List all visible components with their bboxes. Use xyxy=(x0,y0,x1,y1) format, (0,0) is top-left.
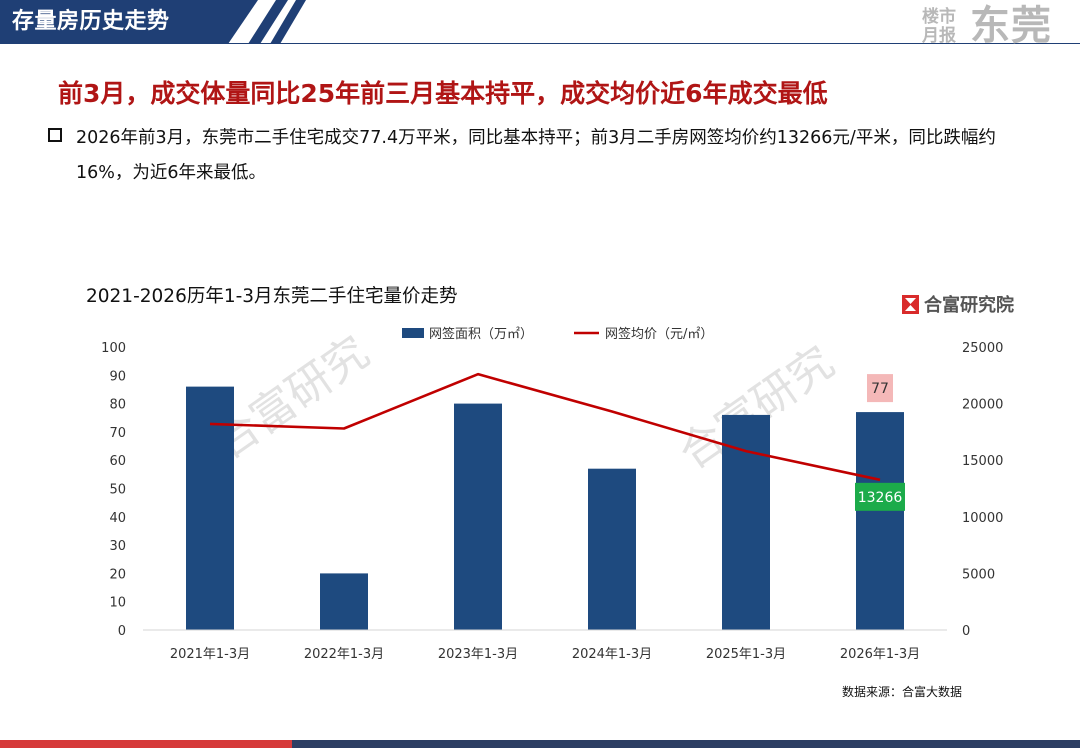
brand-city: 东莞 xyxy=(970,3,1052,49)
legend-line-label: 网签均价（元/㎡） xyxy=(605,326,713,342)
data-label-text: 77 xyxy=(871,381,889,397)
bullet-text: 2026年前3月，东莞市二手住宅成交77.4万平米，同比基本持平；前3月二手房网… xyxy=(76,128,996,183)
legend-bar-swatch xyxy=(402,328,424,338)
left-tick-label: 70 xyxy=(109,426,126,441)
data-label: 77 xyxy=(867,374,893,403)
bar xyxy=(186,386,234,630)
left-tick-label: 80 xyxy=(109,398,126,413)
bars xyxy=(186,386,904,630)
hefu-logo-icon xyxy=(902,295,919,314)
left-tick-label: 50 xyxy=(109,483,126,498)
left-tick-label: 0 xyxy=(118,624,126,639)
left-tick-label: 30 xyxy=(109,539,126,554)
right-tick-label: 0 xyxy=(962,624,970,639)
left-axis: 0 10 20 30 40 50 60 70 80 90 100 xyxy=(101,341,126,639)
footer-bar xyxy=(0,740,1080,748)
watermark-text: 合富研究 xyxy=(670,337,843,480)
bar xyxy=(722,414,770,630)
bar xyxy=(320,573,368,630)
category-label: 2023年1-3月 xyxy=(438,647,518,662)
header-banner xyxy=(0,0,1080,44)
chart-title: 2021-2026历年1-3月东莞二手住宅量价走势 xyxy=(86,286,458,307)
bar xyxy=(454,403,502,630)
category-label: 2024年1-3月 xyxy=(572,647,652,662)
right-tick-label: 15000 xyxy=(962,454,1003,469)
data-label-bg xyxy=(855,482,905,511)
right-tick-label: 20000 xyxy=(962,398,1003,413)
data-labels: 77 13266 xyxy=(855,374,905,511)
data-label-bg xyxy=(867,374,893,403)
category-label: 2025年1-3月 xyxy=(706,647,786,662)
right-tick-label: 10000 xyxy=(962,511,1003,526)
category-label: 2021年1-3月 xyxy=(170,647,250,662)
brand-label: 楼市 月报 xyxy=(922,8,966,46)
left-tick-label: 90 xyxy=(109,369,126,384)
section-title: 存量房历史走势 xyxy=(12,9,170,34)
data-label: 13266 xyxy=(855,482,905,511)
price-line-path xyxy=(209,372,881,482)
right-tick-label: 5000 xyxy=(962,567,995,582)
left-tick-label: 20 xyxy=(109,567,126,582)
left-tick-label: 60 xyxy=(109,454,126,469)
right-tick-label: 25000 xyxy=(962,341,1003,356)
data-label-text: 13266 xyxy=(858,490,903,506)
category-labels: 2021年1-3月 2022年1-3月 2023年1-3月 2024年1-3月 2025… xyxy=(170,647,920,662)
price-line xyxy=(209,372,881,482)
bullet-square-icon xyxy=(48,128,62,142)
legend: 网签面积（万㎡） 网签均价（元/㎡） xyxy=(402,326,713,342)
left-tick-label: 100 xyxy=(101,341,126,356)
watermark-text: 合富研究 xyxy=(205,327,378,470)
left-tick-label: 10 xyxy=(109,596,126,611)
hefu-logo: 合富研究院 xyxy=(902,293,1014,319)
category-label: 2022年1-3月 xyxy=(304,647,384,662)
data-source: 数据来源：合富大数据 xyxy=(842,685,963,699)
left-tick-label: 40 xyxy=(109,511,126,526)
bar xyxy=(856,412,904,630)
brand-label-line-1: 楼市 xyxy=(922,7,956,27)
logo-text: 合富研究院 xyxy=(924,295,1014,316)
headline: 前3月，成交体量同比25年前三月基本持平，成交均价近6年成交最低 xyxy=(58,79,828,108)
bar xyxy=(588,468,636,630)
brand-label-line-2: 月报 xyxy=(922,26,956,46)
legend-bar-label: 网签面积（万㎡） xyxy=(429,326,533,342)
category-label: 2026年1-3月 xyxy=(840,647,920,662)
watermarks: 合富研究 合富研究 xyxy=(205,327,843,480)
right-axis: 0 5000 10000 15000 20000 25000 xyxy=(962,341,1003,639)
